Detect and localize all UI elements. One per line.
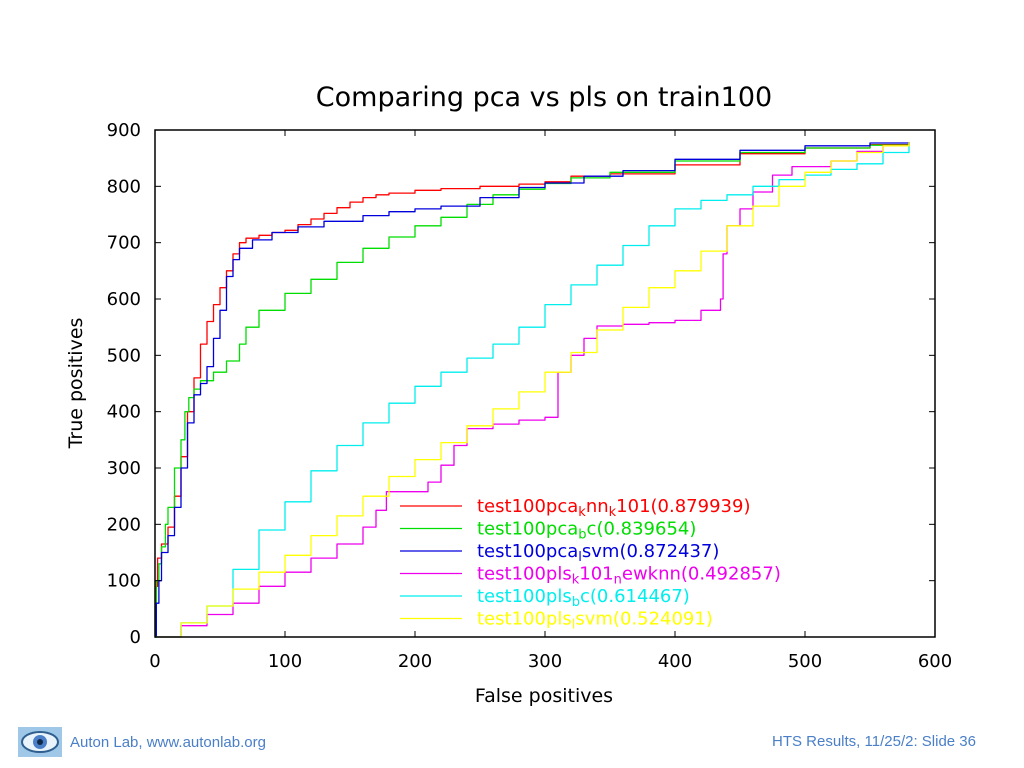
- chart-legend: test100pcaknnk101(0.879939)test100pcabc(…: [400, 496, 781, 632]
- x-tick-label: 400: [658, 651, 692, 672]
- x-tick-label: 100: [268, 651, 302, 672]
- y-tick-label: 700: [107, 233, 141, 254]
- series-line-5: [155, 142, 910, 638]
- footer-right-text: HTS Results, 11/25/2: Slide 36: [772, 733, 976, 750]
- footer-left-text[interactable]: Auton Lab, www.autonlab.org: [70, 733, 266, 751]
- legend-label-3: test100pcalsvm(0.872437): [477, 541, 719, 565]
- x-tick-label: 200: [398, 651, 432, 672]
- y-tick-label: 300: [107, 458, 141, 479]
- y-tick-label: 400: [107, 402, 141, 423]
- y-tick-label: 100: [107, 571, 141, 592]
- legend-label-1: test100pcaknnk101(0.879939): [477, 496, 750, 520]
- legend-label-5: test100plsbc(0.614467): [477, 586, 690, 610]
- plot-lines: [155, 142, 910, 638]
- legend-label-6: test100plslsvm(0.524091): [477, 609, 713, 633]
- y-tick-label: 200: [107, 514, 141, 535]
- y-tick-label: 900: [107, 120, 141, 141]
- x-tick-label: 0: [149, 651, 160, 672]
- chart-title: Comparing pca vs pls on train100: [316, 82, 772, 113]
- y-axis-label: True positives: [65, 318, 87, 450]
- series-line-6: [155, 142, 910, 638]
- footer-left: Auton Lab, www.autonlab.org: [18, 726, 266, 758]
- y-tick-label: 0: [130, 627, 141, 648]
- legend-label-4: test100plsk101newknn(0.492857): [477, 564, 781, 588]
- y-tick-label: 500: [107, 345, 141, 366]
- x-tick-label: 500: [788, 651, 822, 672]
- axis-ticks: 0 100 200 300 400 500 600 0 100 200 300 400 500 600 70…: [107, 120, 953, 672]
- x-axis-label: False positives: [475, 685, 613, 707]
- series-line-2: [155, 142, 910, 638]
- y-tick-label: 800: [107, 176, 141, 197]
- eye-logo-icon: [18, 727, 62, 757]
- legend-label-2: test100pcabc(0.839654): [477, 519, 696, 543]
- series-line-3: [155, 142, 910, 638]
- x-tick-label: 300: [528, 651, 562, 672]
- y-tick-label: 600: [107, 289, 141, 310]
- x-tick-label: 600: [918, 651, 952, 672]
- series-line-4: [155, 142, 910, 638]
